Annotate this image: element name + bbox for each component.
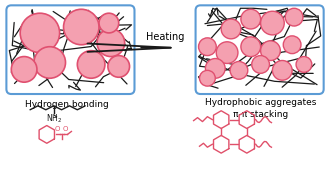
Circle shape [205, 59, 225, 78]
Text: O: O [55, 126, 60, 132]
Circle shape [108, 56, 130, 77]
Text: Heating: Heating [146, 32, 184, 42]
Circle shape [34, 47, 65, 78]
Circle shape [20, 13, 59, 53]
Circle shape [252, 56, 270, 73]
Circle shape [77, 51, 105, 78]
Circle shape [273, 60, 292, 80]
Circle shape [63, 9, 99, 45]
Text: NH$_2$: NH$_2$ [46, 113, 62, 125]
Circle shape [230, 61, 248, 79]
Circle shape [241, 37, 261, 57]
Circle shape [241, 9, 261, 29]
Circle shape [97, 29, 125, 57]
Text: O: O [63, 126, 68, 132]
Circle shape [216, 42, 238, 64]
Text: Hydrogen bonding: Hydrogen bonding [25, 100, 108, 109]
Circle shape [285, 8, 303, 26]
Circle shape [99, 13, 119, 33]
Circle shape [283, 36, 301, 54]
FancyBboxPatch shape [6, 5, 135, 94]
Circle shape [11, 57, 37, 82]
Circle shape [198, 38, 216, 56]
Circle shape [296, 57, 312, 72]
Circle shape [221, 19, 241, 39]
Circle shape [261, 11, 284, 35]
Circle shape [261, 41, 280, 60]
Text: Hydrophobic aggregates
π-π stacking: Hydrophobic aggregates π-π stacking [205, 98, 316, 119]
FancyBboxPatch shape [196, 5, 324, 94]
Circle shape [199, 70, 215, 86]
